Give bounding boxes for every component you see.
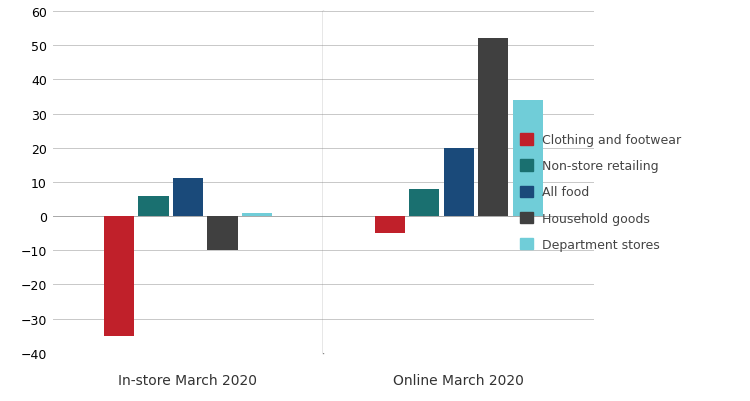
Bar <box>207 217 238 251</box>
Bar <box>443 148 474 217</box>
Bar <box>172 179 203 217</box>
Bar <box>104 217 134 336</box>
Bar <box>409 189 440 217</box>
Bar <box>478 39 508 217</box>
Bar <box>242 213 272 217</box>
Legend: Clothing and footwear, Non-store retailing, All food, Household goods, Departmen: Clothing and footwear, Non-store retaili… <box>520 134 682 251</box>
Bar <box>512 101 543 217</box>
Bar <box>138 196 169 217</box>
Text: Online March 2020: Online March 2020 <box>393 373 524 387</box>
Text: In-store March 2020: In-store March 2020 <box>118 373 257 387</box>
Bar <box>375 217 405 233</box>
